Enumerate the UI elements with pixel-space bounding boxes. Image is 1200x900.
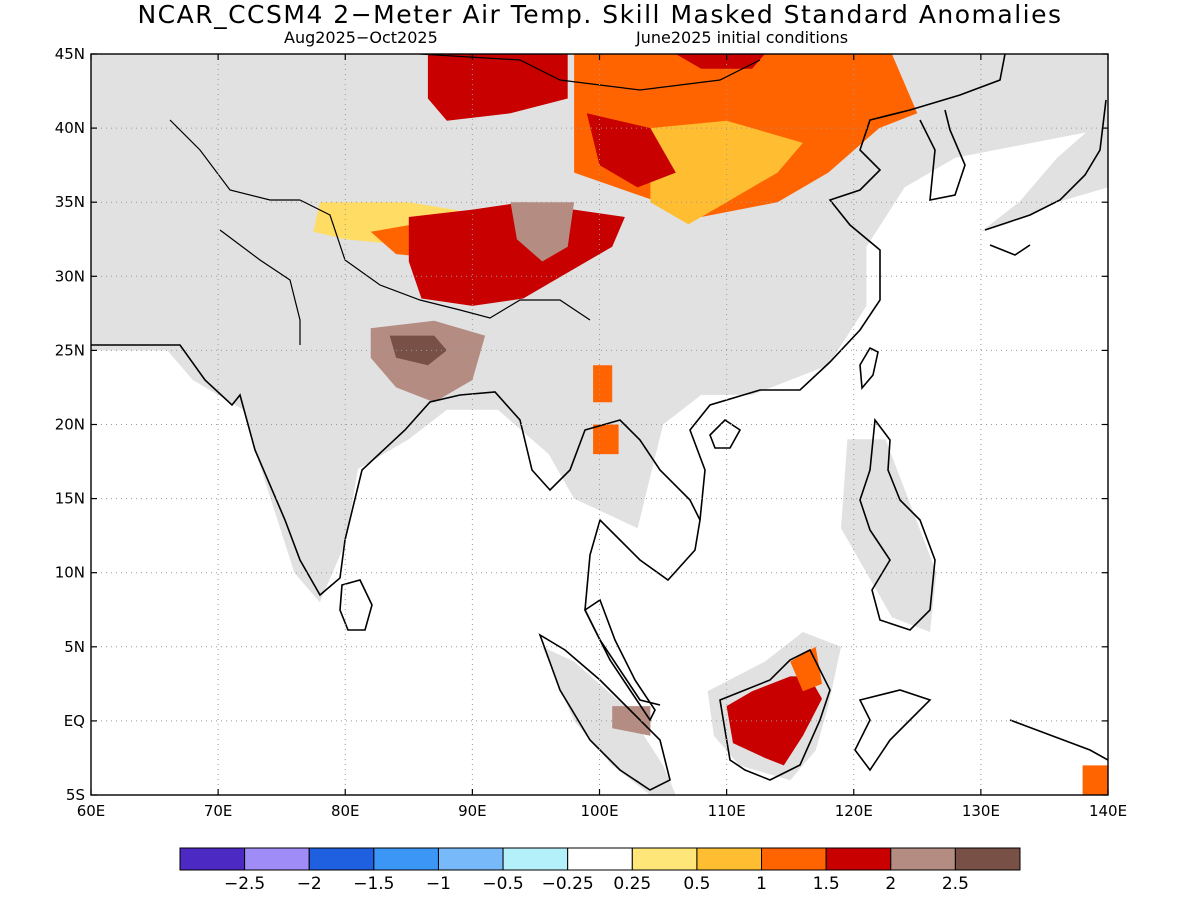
lon-tick-label: 90E [458, 802, 487, 820]
colorbar-label: −1 [426, 874, 451, 894]
lat-tick-label: 40N [55, 119, 85, 137]
coastline-layer [91, 54, 1108, 791]
colorbar-swatch [567, 847, 633, 871]
colorbar-label: −0.5 [482, 874, 523, 894]
coastline-japan [984, 99, 1107, 256]
colorbar-label: −2.5 [224, 874, 265, 894]
colorbar-label: −0.25 [542, 874, 594, 894]
border-south-asia-west [169, 119, 301, 345]
colorbar-swatch [631, 847, 698, 871]
colorbar: −2.5 −2 −1.5 −1 −0.5 −0.25 0.25 0.5 1 1.5 2 2.5 [179, 847, 1021, 894]
forecast-period: Aug2025−Oct2025 [284, 28, 438, 47]
warm-1-0-laos [593, 424, 619, 455]
coastline-hainan [709, 418, 742, 449]
colorbar-label: 2.5 [942, 874, 969, 894]
colorbar-swatch [502, 847, 569, 871]
border-himalaya [299, 199, 591, 321]
lon-tick-label: 140E [1089, 802, 1127, 820]
warm-1-0-new-guinea [1082, 765, 1108, 795]
warm-1-0-myanmar [593, 365, 613, 403]
lon-tick-label: 130E [962, 802, 1000, 820]
warm-1-5-borneo [726, 676, 822, 766]
coastline-sri-lanka [339, 579, 373, 631]
map-title: NCAR_CCSM4 2−Meter Air Temp. Skill Maske… [137, 0, 1063, 29]
coastline-philippines [859, 417, 936, 631]
coastline-china [689, 54, 1006, 521]
initial-conditions: June2025 initial conditions [636, 28, 849, 47]
axis-labels: 60E 70E 80E 90E 100E 110E 120E 130E 140E 45N 40N 35… [55, 45, 1127, 820]
colorbar-swatch [244, 847, 310, 871]
mask-japan [980, 113, 1108, 232]
colorbar-swatch [954, 847, 1021, 871]
lat-tick-label: 5N [64, 638, 85, 656]
gridlines [91, 54, 1108, 795]
lat-tick-label: 20N [55, 416, 85, 434]
lat-tick-label: 35N [55, 193, 85, 211]
colorbar-swatch [373, 847, 439, 871]
warm-1-5-taklamakan-east [586, 113, 676, 188]
colorbar-swatch [437, 847, 504, 871]
warm-1-5-north-edge [675, 54, 765, 69]
mask-north [91, 54, 1108, 603]
mask-sumatra [542, 646, 676, 795]
coastline-korea [919, 109, 966, 201]
coastline-south-asia [91, 344, 701, 706]
plot-area [91, 54, 1108, 795]
colorbar-label: 0.25 [613, 874, 651, 894]
colorbar-swatch [890, 847, 956, 871]
coastline-malay-peninsula [583, 598, 656, 722]
lat-tick-label: 15N [55, 490, 85, 508]
lon-tick-label: 120E [835, 802, 873, 820]
warm-0-5-ordos [650, 120, 803, 225]
anomaly-layer [313, 54, 1108, 795]
colorbar-label: 2 [885, 874, 896, 894]
coastline-new-guinea [1009, 719, 1108, 761]
lat-tick-label: 25N [55, 341, 85, 359]
colorbar-swatch [825, 847, 892, 871]
lon-tick-label: 100E [580, 802, 618, 820]
colorbar-label: 1.5 [813, 874, 840, 894]
warm-1-5-tibet [408, 202, 625, 306]
colorbar-label: −2 [297, 874, 322, 894]
colorbar-swatch [696, 847, 763, 871]
lon-tick-label: 70E [204, 802, 233, 820]
lon-tick-label: 80E [331, 802, 360, 820]
colorbar-label: 1 [756, 874, 767, 894]
colorbar-swatch [179, 847, 246, 871]
warm-2-5-india-north [389, 335, 447, 366]
colorbar-swatch [308, 847, 375, 871]
coastline-borneo [719, 648, 831, 781]
warm-2-0-tibet-core [510, 202, 575, 262]
coastline-sulawesi [854, 689, 932, 772]
colorbar-label: −1.5 [353, 874, 394, 894]
lat-tick-label: 5S [66, 786, 85, 804]
lat-tick-label: EQ [64, 712, 85, 730]
lat-tick-label: 30N [55, 267, 85, 285]
lat-tick-label: 45N [55, 45, 85, 63]
coastline-sumatra [538, 633, 671, 791]
lon-tick-label: 110E [708, 802, 746, 820]
lat-tick-label: 10N [55, 564, 85, 582]
warm-1-5-central-asia [427, 54, 568, 121]
colorbar-swatch [761, 847, 827, 871]
colorbar-label: 0.5 [683, 874, 710, 894]
coastline-taiwan [859, 346, 879, 390]
lon-tick-label: 60E [77, 802, 106, 820]
